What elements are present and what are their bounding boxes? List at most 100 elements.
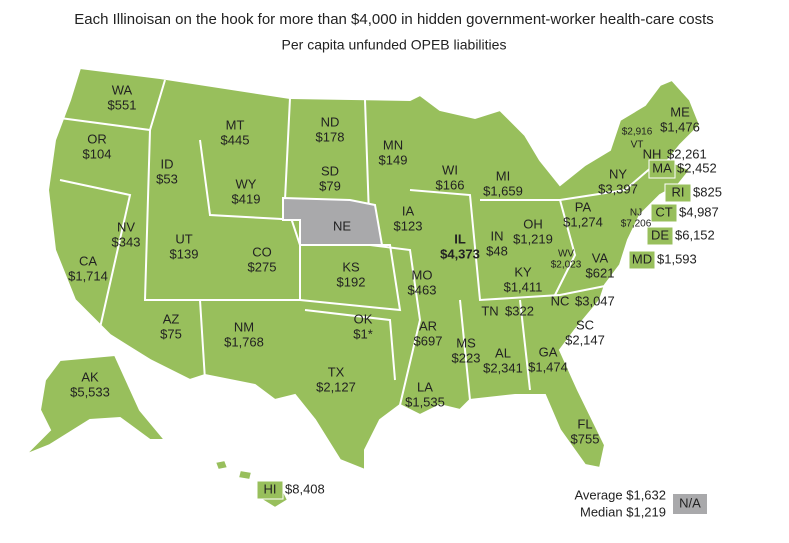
average: Average $1,632 (574, 487, 666, 502)
state-value: $1,219 (513, 231, 553, 246)
borders (480, 199, 577, 296)
hawaii (236, 468, 254, 482)
state-abbr: NE (333, 218, 351, 233)
state-abbr: AK (81, 369, 99, 384)
state-abbr: KS (342, 259, 360, 274)
state-value: $1,476 (660, 119, 700, 134)
state-value: $419 (232, 191, 261, 206)
state-abbr: ID (161, 156, 174, 171)
state-abbr: DE (651, 227, 669, 242)
state-abbr: AZ (163, 311, 180, 326)
state-abbr: MS (456, 335, 476, 350)
state-abbr: IL (454, 231, 466, 246)
state-abbr: WI (442, 162, 458, 177)
state-abbr: UT (175, 231, 192, 246)
state-value: $2,147 (565, 332, 605, 347)
state-value: $3,397 (598, 181, 638, 196)
state-abbr: IA (402, 203, 415, 218)
state-abbr: NV (117, 219, 135, 234)
state-abbr: MD (632, 251, 652, 266)
state-abbr: CA (79, 253, 97, 268)
state-value: $621 (586, 265, 615, 280)
state-value: $2,452 (677, 160, 717, 175)
state-value: $1,274 (563, 214, 603, 229)
alaska (24, 353, 168, 456)
state-value: $4,373 (440, 246, 480, 261)
state-value: $192 (337, 274, 366, 289)
state-abbr: CT (655, 204, 672, 219)
state-abbr: KY (514, 264, 532, 279)
state-value: $1,411 (504, 279, 543, 294)
state-abbr: MO (412, 267, 433, 282)
subtitle: Per capita unfunded OPEB liabilities (282, 37, 507, 53)
state-value: $6,152 (675, 227, 715, 242)
state-value: $1,535 (405, 394, 445, 409)
states-shapes (24, 66, 702, 510)
state-abbr: NC (551, 293, 570, 308)
na-label: N/A (679, 495, 701, 510)
state-value: $79 (319, 178, 341, 193)
state-value: $104 (83, 146, 112, 161)
state-value: $178 (316, 129, 345, 144)
state-value: $1,593 (657, 251, 697, 266)
state-value: $8,408 (285, 481, 325, 496)
state-value: $322 (505, 303, 534, 318)
state-abbr: MN (383, 137, 403, 152)
state-value: $53 (156, 171, 178, 186)
state-abbr: HI (264, 481, 277, 496)
state-abbr: GA (539, 344, 558, 359)
state-abbr: OR (87, 131, 107, 146)
state-value: $2,127 (316, 379, 356, 394)
label-box (664, 183, 692, 203)
state-abbr: ND (321, 114, 340, 129)
state-value: $445 (221, 132, 250, 147)
state-value: $2,341 (483, 360, 523, 375)
borders (59, 179, 132, 351)
state-value: $1* (353, 326, 373, 341)
label-box (256, 480, 284, 500)
state-value: $755 (571, 431, 600, 446)
state-abbr: AR (419, 318, 437, 333)
state-value: $48 (486, 243, 508, 258)
state-abbr: ME (670, 104, 690, 119)
state-value: $1,768 (224, 334, 264, 349)
state-abbr: NH (643, 146, 662, 161)
borders (143, 129, 206, 381)
contiguous-us (46, 66, 702, 472)
state-value: $123 (394, 218, 423, 233)
label-box (648, 159, 676, 179)
state-abbr: IN (491, 228, 504, 243)
state-abbr: WY (236, 176, 257, 191)
borders (304, 309, 396, 381)
state-abbr: AL (495, 345, 511, 360)
borders (559, 159, 661, 201)
na-swatch (673, 494, 707, 514)
label-box (650, 203, 678, 223)
state-value: $1,474 (528, 359, 568, 374)
state-abbr: PA (575, 199, 592, 214)
state-abbr: SC (576, 317, 594, 332)
state-abbr: SD (321, 163, 339, 178)
state-value: $1,714 (68, 268, 108, 283)
state-value: $149 (379, 152, 408, 167)
state-value: $343 (112, 234, 141, 249)
state-abbr: RI (672, 184, 685, 199)
state-value: $5,533 (70, 384, 110, 399)
title: Each Illinoisan on the hook for more tha… (74, 11, 714, 28)
state-value: $75 (160, 326, 182, 341)
state-value: $166 (436, 177, 465, 192)
state-value: $223 (452, 350, 481, 365)
label-box (646, 226, 674, 246)
state-value: $2,261 (667, 146, 707, 161)
state-abbr: VA (592, 250, 609, 265)
state-value: $139 (170, 246, 199, 261)
state-abbr: TX (328, 364, 345, 379)
borders (409, 189, 611, 302)
state-abbr: OK (354, 311, 373, 326)
state-value: $697 (414, 333, 443, 348)
state-value: $7,206 (621, 219, 652, 230)
state-value: $2,916 (622, 127, 653, 138)
state-abbr: TN (481, 303, 498, 318)
state-value: $1,659 (483, 183, 523, 198)
